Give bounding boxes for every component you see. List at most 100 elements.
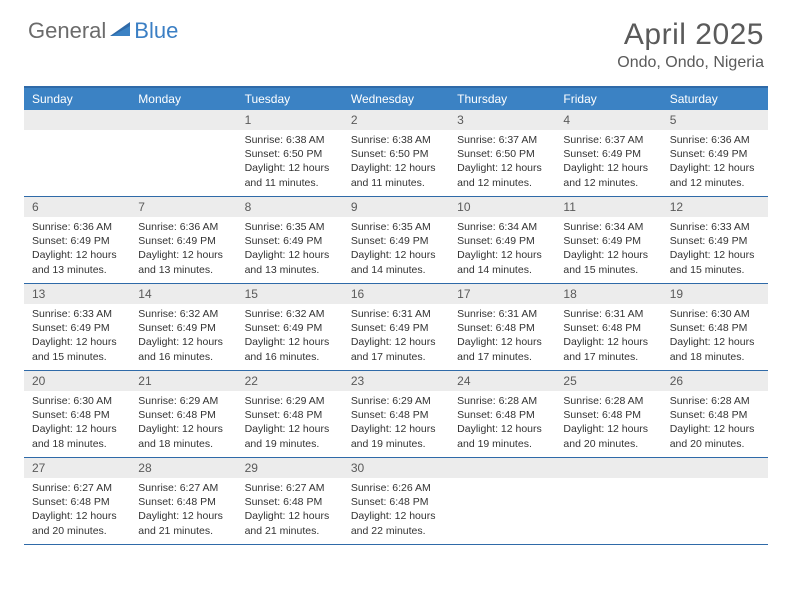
day-cell: 4Sunrise: 6:37 AMSunset: 6:49 PMDaylight…: [555, 110, 661, 196]
weeks-container: 1Sunrise: 6:38 AMSunset: 6:50 PMDaylight…: [24, 110, 768, 545]
day-details: Sunrise: 6:28 AMSunset: 6:48 PMDaylight:…: [449, 391, 555, 455]
day-cell: 11Sunrise: 6:34 AMSunset: 6:49 PMDayligh…: [555, 197, 661, 283]
day-cell: [24, 110, 130, 196]
day-details: Sunrise: 6:29 AMSunset: 6:48 PMDaylight:…: [237, 391, 343, 455]
day-number: 10: [449, 197, 555, 217]
day-cell: 21Sunrise: 6:29 AMSunset: 6:48 PMDayligh…: [130, 371, 236, 457]
day-number: 12: [662, 197, 768, 217]
dayname-cell: Thursday: [449, 88, 555, 110]
day-number: 27: [24, 458, 130, 478]
day-number: 17: [449, 284, 555, 304]
dayname-cell: Saturday: [662, 88, 768, 110]
day-cell: [555, 458, 661, 544]
dayname-row: SundayMondayTuesdayWednesdayThursdayFrid…: [24, 88, 768, 110]
day-details: Sunrise: 6:27 AMSunset: 6:48 PMDaylight:…: [24, 478, 130, 542]
day-details: Sunrise: 6:33 AMSunset: 6:49 PMDaylight:…: [24, 304, 130, 368]
day-number: 20: [24, 371, 130, 391]
day-details: Sunrise: 6:30 AMSunset: 6:48 PMDaylight:…: [662, 304, 768, 368]
day-number: [24, 110, 130, 130]
day-number: 22: [237, 371, 343, 391]
day-cell: 20Sunrise: 6:30 AMSunset: 6:48 PMDayligh…: [24, 371, 130, 457]
day-number: 21: [130, 371, 236, 391]
week-row: 13Sunrise: 6:33 AMSunset: 6:49 PMDayligh…: [24, 284, 768, 371]
day-details: Sunrise: 6:35 AMSunset: 6:49 PMDaylight:…: [343, 217, 449, 281]
day-number: 11: [555, 197, 661, 217]
dayname-cell: Monday: [130, 88, 236, 110]
day-number: 26: [662, 371, 768, 391]
day-details: Sunrise: 6:38 AMSunset: 6:50 PMDaylight:…: [237, 130, 343, 194]
page-title: April 2025: [617, 18, 764, 52]
day-number: 19: [662, 284, 768, 304]
day-details: Sunrise: 6:26 AMSunset: 6:48 PMDaylight:…: [343, 478, 449, 542]
day-cell: 5Sunrise: 6:36 AMSunset: 6:49 PMDaylight…: [662, 110, 768, 196]
day-number: [662, 458, 768, 478]
day-cell: 3Sunrise: 6:37 AMSunset: 6:50 PMDaylight…: [449, 110, 555, 196]
day-number: [555, 458, 661, 478]
day-cell: [130, 110, 236, 196]
dayname-cell: Sunday: [24, 88, 130, 110]
day-number: [449, 458, 555, 478]
dayname-cell: Wednesday: [343, 88, 449, 110]
day-number: 6: [24, 197, 130, 217]
day-cell: 6Sunrise: 6:36 AMSunset: 6:49 PMDaylight…: [24, 197, 130, 283]
day-cell: 18Sunrise: 6:31 AMSunset: 6:48 PMDayligh…: [555, 284, 661, 370]
day-details: Sunrise: 6:34 AMSunset: 6:49 PMDaylight:…: [555, 217, 661, 281]
day-cell: 24Sunrise: 6:28 AMSunset: 6:48 PMDayligh…: [449, 371, 555, 457]
day-number: 18: [555, 284, 661, 304]
day-details: Sunrise: 6:31 AMSunset: 6:48 PMDaylight:…: [555, 304, 661, 368]
header: General Blue April 2025 Ondo, Ondo, Nige…: [0, 0, 792, 80]
day-details: Sunrise: 6:38 AMSunset: 6:50 PMDaylight:…: [343, 130, 449, 194]
day-cell: [449, 458, 555, 544]
day-cell: 10Sunrise: 6:34 AMSunset: 6:49 PMDayligh…: [449, 197, 555, 283]
brand-part1: General: [28, 18, 106, 44]
day-cell: 8Sunrise: 6:35 AMSunset: 6:49 PMDaylight…: [237, 197, 343, 283]
day-number: 28: [130, 458, 236, 478]
day-number: 5: [662, 110, 768, 130]
day-number: 1: [237, 110, 343, 130]
day-details: Sunrise: 6:37 AMSunset: 6:50 PMDaylight:…: [449, 130, 555, 194]
brand-sail-icon: [110, 20, 132, 43]
day-cell: 12Sunrise: 6:33 AMSunset: 6:49 PMDayligh…: [662, 197, 768, 283]
day-number: 23: [343, 371, 449, 391]
brand-part2: Blue: [134, 18, 178, 44]
week-row: 20Sunrise: 6:30 AMSunset: 6:48 PMDayligh…: [24, 371, 768, 458]
day-number: 8: [237, 197, 343, 217]
day-cell: 30Sunrise: 6:26 AMSunset: 6:48 PMDayligh…: [343, 458, 449, 544]
location-subtitle: Ondo, Ondo, Nigeria: [617, 54, 764, 72]
day-cell: 13Sunrise: 6:33 AMSunset: 6:49 PMDayligh…: [24, 284, 130, 370]
day-details: Sunrise: 6:32 AMSunset: 6:49 PMDaylight:…: [130, 304, 236, 368]
day-number: 9: [343, 197, 449, 217]
day-details: Sunrise: 6:36 AMSunset: 6:49 PMDaylight:…: [130, 217, 236, 281]
day-number: 29: [237, 458, 343, 478]
day-details: Sunrise: 6:28 AMSunset: 6:48 PMDaylight:…: [662, 391, 768, 455]
brand-logo: General Blue: [28, 18, 178, 44]
day-details: Sunrise: 6:27 AMSunset: 6:48 PMDaylight:…: [237, 478, 343, 542]
day-number: [130, 110, 236, 130]
day-cell: 23Sunrise: 6:29 AMSunset: 6:48 PMDayligh…: [343, 371, 449, 457]
day-details: Sunrise: 6:35 AMSunset: 6:49 PMDaylight:…: [237, 217, 343, 281]
day-details: Sunrise: 6:31 AMSunset: 6:48 PMDaylight:…: [449, 304, 555, 368]
day-cell: 7Sunrise: 6:36 AMSunset: 6:49 PMDaylight…: [130, 197, 236, 283]
day-details: Sunrise: 6:33 AMSunset: 6:49 PMDaylight:…: [662, 217, 768, 281]
dayname-cell: Tuesday: [237, 88, 343, 110]
day-cell: 15Sunrise: 6:32 AMSunset: 6:49 PMDayligh…: [237, 284, 343, 370]
week-row: 6Sunrise: 6:36 AMSunset: 6:49 PMDaylight…: [24, 197, 768, 284]
day-details: Sunrise: 6:36 AMSunset: 6:49 PMDaylight:…: [662, 130, 768, 194]
day-details: Sunrise: 6:29 AMSunset: 6:48 PMDaylight:…: [130, 391, 236, 455]
day-cell: 25Sunrise: 6:28 AMSunset: 6:48 PMDayligh…: [555, 371, 661, 457]
day-cell: 16Sunrise: 6:31 AMSunset: 6:49 PMDayligh…: [343, 284, 449, 370]
day-cell: [662, 458, 768, 544]
title-block: April 2025 Ondo, Ondo, Nigeria: [617, 18, 764, 72]
day-details: Sunrise: 6:28 AMSunset: 6:48 PMDaylight:…: [555, 391, 661, 455]
day-cell: 9Sunrise: 6:35 AMSunset: 6:49 PMDaylight…: [343, 197, 449, 283]
day-cell: 1Sunrise: 6:38 AMSunset: 6:50 PMDaylight…: [237, 110, 343, 196]
day-number: 30: [343, 458, 449, 478]
day-details: Sunrise: 6:37 AMSunset: 6:49 PMDaylight:…: [555, 130, 661, 194]
day-cell: 2Sunrise: 6:38 AMSunset: 6:50 PMDaylight…: [343, 110, 449, 196]
day-cell: 19Sunrise: 6:30 AMSunset: 6:48 PMDayligh…: [662, 284, 768, 370]
day-cell: 22Sunrise: 6:29 AMSunset: 6:48 PMDayligh…: [237, 371, 343, 457]
day-number: 7: [130, 197, 236, 217]
day-cell: 14Sunrise: 6:32 AMSunset: 6:49 PMDayligh…: [130, 284, 236, 370]
day-number: 24: [449, 371, 555, 391]
day-cell: 26Sunrise: 6:28 AMSunset: 6:48 PMDayligh…: [662, 371, 768, 457]
